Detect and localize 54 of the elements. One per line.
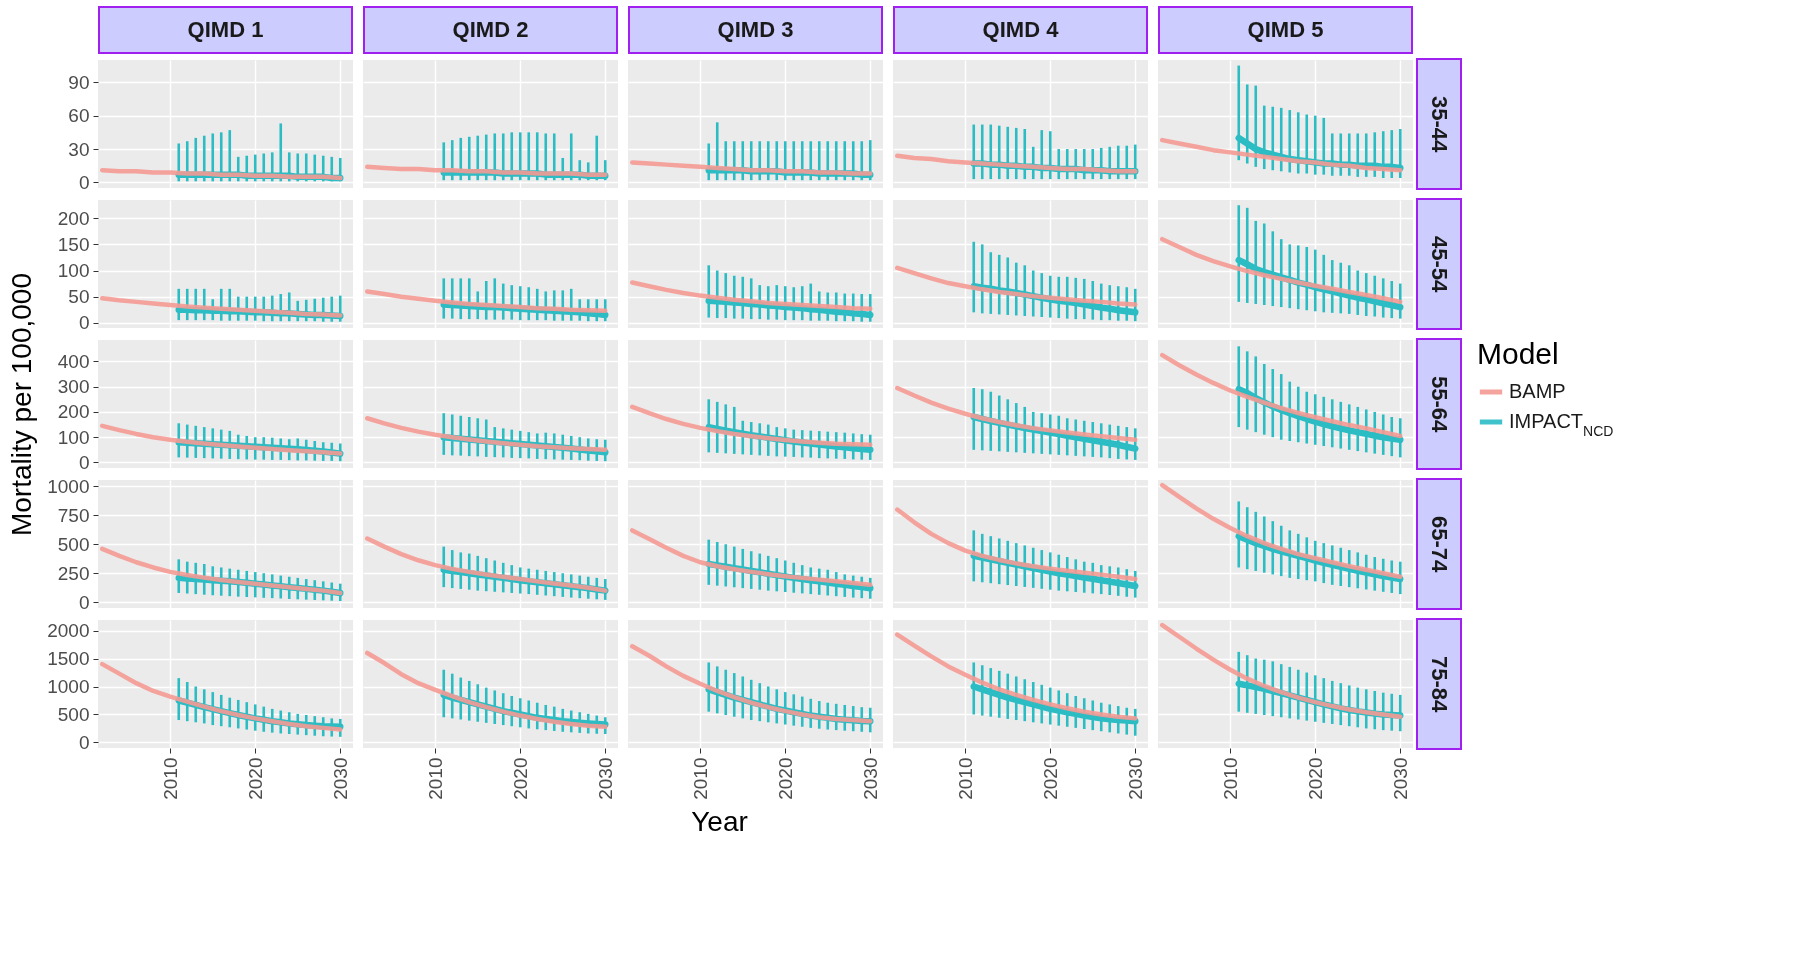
y-tick-label: 250 <box>57 562 90 584</box>
y2-axis-title: 65-74 <box>1416 478 1462 610</box>
y2-axis-title: 45-54 <box>1416 198 1462 330</box>
y-axis-title: Mortality per 100,000 <box>6 273 38 537</box>
chart-title: QIMD 2 <box>363 6 618 54</box>
y-tick-label: 750 <box>57 504 90 526</box>
y-tick-label: 100 <box>57 260 90 282</box>
y-tick-label: 200 <box>57 401 90 423</box>
y-tick-label: 0 <box>78 731 90 753</box>
x-axis-title: Year <box>690 806 749 838</box>
y-tick-label: 30 <box>68 138 90 160</box>
chart-title: QIMD 1 <box>98 6 353 54</box>
legend-title: Model <box>1477 337 1559 370</box>
y-tick-label: 500 <box>57 533 90 555</box>
x-tick-label: 2030 <box>1124 757 1146 800</box>
legend-label: IMPACT$_{NCD}$ <box>1509 410 1614 439</box>
x-tick-label: 2010 <box>159 757 181 800</box>
x-tick-label: 2030 <box>859 757 881 800</box>
y2-axis-title: 35-44 <box>1416 58 1462 190</box>
y-tick-label: 0 <box>78 591 90 613</box>
y2-axis-title: 55-64 <box>1416 338 1462 470</box>
x-tick-label: 2020 <box>774 757 796 800</box>
y-tick-label: 0 <box>78 451 90 473</box>
x-tick-label: 2010 <box>689 757 711 800</box>
y-tick-label: 60 <box>68 105 90 127</box>
y2-axis-title: 75-84 <box>1416 618 1462 750</box>
x-tick-label: 2020 <box>1039 757 1061 800</box>
y-tick-label: 200 <box>57 207 90 229</box>
chart-title: QIMD 5 <box>1158 6 1413 54</box>
y-tick-label: 400 <box>57 350 90 372</box>
y-tick-label: 300 <box>57 376 90 398</box>
y-tick-label: 100 <box>57 426 90 448</box>
legend-label: BAMP <box>1509 380 1566 402</box>
x-tick-label: 2010 <box>1219 757 1241 800</box>
chart-title: QIMD 4 <box>893 6 1148 54</box>
y-tick-label: 50 <box>68 286 90 308</box>
x-tick-label: 2020 <box>509 757 531 800</box>
x-tick-label: 2010 <box>424 757 446 800</box>
y-tick-label: 2000 <box>47 620 90 642</box>
y-tick-label: 500 <box>57 703 90 725</box>
x-tick-label: 2030 <box>329 757 351 800</box>
y-tick-label: 1000 <box>47 475 90 497</box>
x-tick-label: 2030 <box>594 757 616 800</box>
y-tick-label: 90 <box>68 71 90 93</box>
x-tick-label: 2020 <box>1304 757 1326 800</box>
y-tick-label: 150 <box>57 233 90 255</box>
y-tick-label: 1000 <box>47 676 90 698</box>
x-tick-label: 2020 <box>244 757 266 800</box>
x-tick-label: 2030 <box>1389 757 1411 800</box>
y-tick-label: 1500 <box>47 648 90 670</box>
y-tick-label: 0 <box>78 312 90 334</box>
chart-title: QIMD 3 <box>628 6 883 54</box>
x-tick-label: 2010 <box>954 757 976 800</box>
y-tick-label: 0 <box>78 171 90 193</box>
